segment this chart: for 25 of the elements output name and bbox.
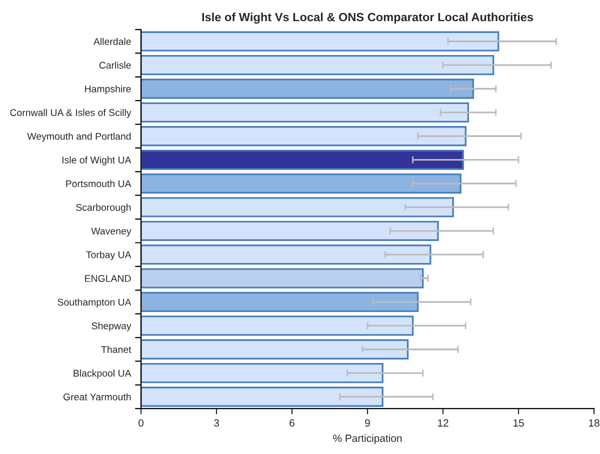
x-tick-label: 12 — [438, 419, 448, 427]
x-tick-label: 3 — [214, 419, 219, 427]
y-tick-label: Allerdale — [93, 38, 131, 45]
x-axis-title: % Participation — [333, 434, 402, 444]
y-tick-label: Hampshire — [85, 85, 131, 94]
y-tick-label: Weymouth and Portland — [27, 132, 131, 142]
y-tick-label: Portsmouth UA — [66, 180, 132, 188]
x-tick-label: 9 — [365, 419, 370, 427]
y-tick-label: Thanet — [101, 346, 132, 353]
x-tick-label: 6 — [290, 419, 294, 427]
y-tick-label: Torbay UA — [86, 251, 132, 260]
chart-title: Isle of Wight Vs Local & ONS Comparator Local Authorities — [202, 12, 534, 24]
x-tick-label: 15 — [514, 419, 524, 427]
y-tick-label: Waveney — [91, 228, 132, 236]
x-tick-label: 0 — [138, 419, 144, 427]
y-tick-label: Great Yarmouth — [63, 393, 131, 400]
y-tick-label: Scarborough — [76, 204, 131, 213]
y-tick-label: Shepway — [92, 322, 132, 332]
y-tick-label: Southampton UA — [58, 298, 132, 308]
x-tick-label: 18 — [589, 419, 600, 427]
y-tick-label: ENGLAND — [85, 275, 131, 282]
y-tick-label: Isle of Wight UA — [62, 156, 132, 166]
y-tick-label: Blackpool UA — [74, 370, 132, 379]
y-tick-label: Carlisle — [99, 62, 131, 69]
y-tick-label: Cornwall UA & Isles of Scilly — [10, 108, 132, 118]
